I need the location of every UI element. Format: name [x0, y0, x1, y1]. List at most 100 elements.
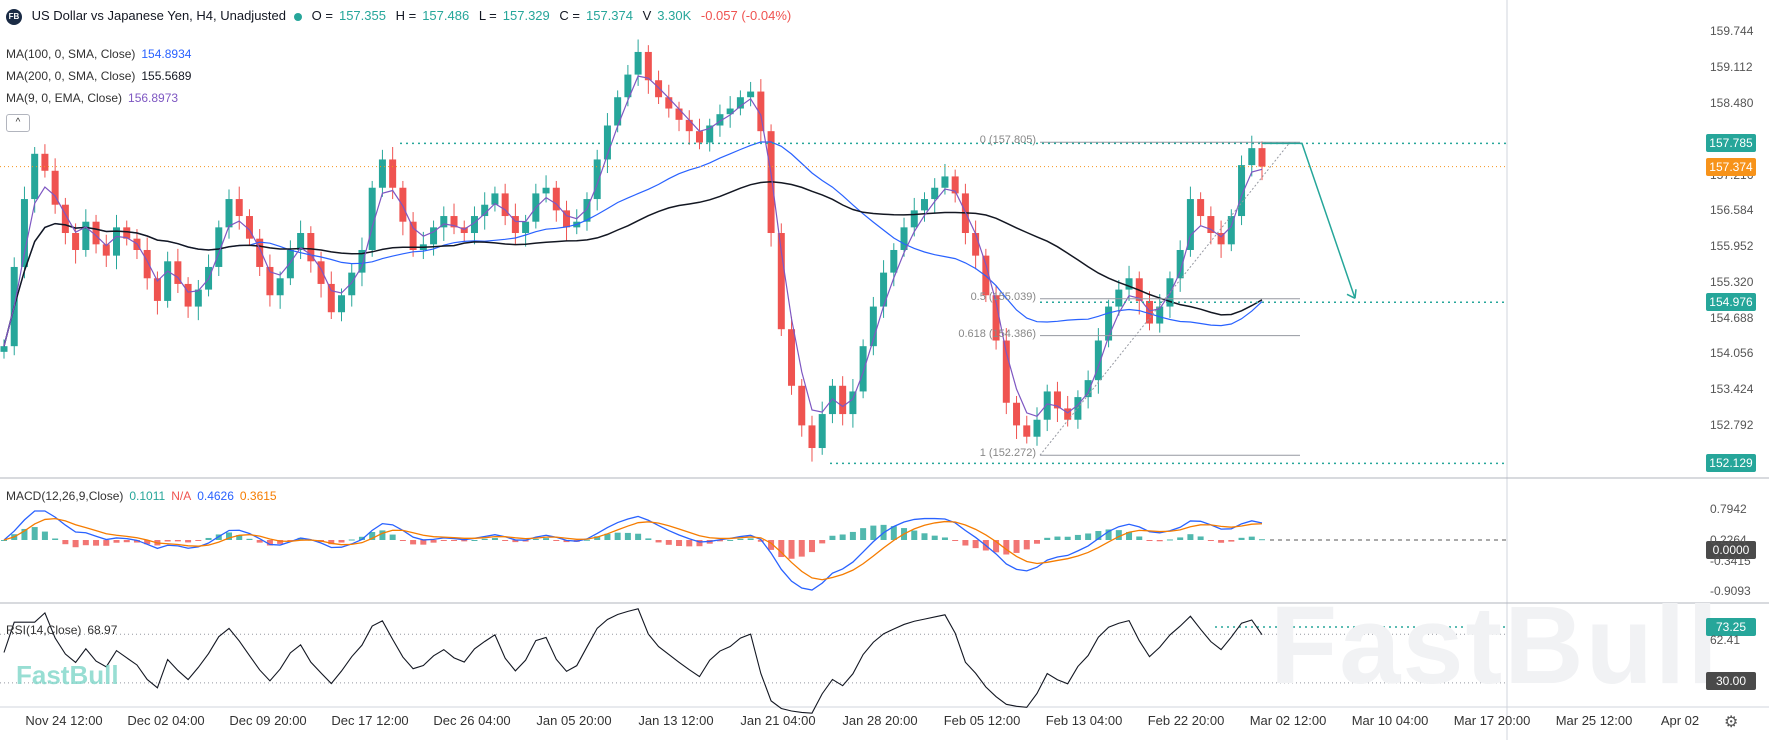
candle-body	[1094, 340, 1102, 381]
time-axis-label: Mar 25 12:00	[1555, 713, 1633, 728]
candle-body	[552, 187, 560, 211]
macd-histogram-bar	[1115, 530, 1122, 540]
time-axis-label: Jan 13 12:00	[638, 713, 714, 728]
market-status-icon	[294, 12, 303, 21]
macd-histogram-bar	[1064, 536, 1071, 540]
rsi-legend[interactable]: RSI(14,Close) 68.97	[6, 623, 123, 637]
candle-body	[82, 221, 90, 250]
low-value: 157.329	[502, 8, 550, 23]
fib-trend-line	[1039, 141, 1291, 456]
time-axis-label: Feb 05 12:00	[943, 713, 1021, 728]
ma200-label: MA(200, 0, SMA, Close)	[6, 69, 136, 83]
time-axis-label: Mar 17 20:00	[1453, 713, 1531, 728]
projection-arrowhead	[1346, 289, 1357, 299]
candle-body	[409, 221, 417, 250]
macd-histogram-bar	[716, 540, 723, 542]
candle-body	[1238, 165, 1246, 217]
macd-histogram-bar	[1177, 537, 1184, 540]
ema9-legend[interactable]: MA(9, 0, EMA, Close) 156.8973	[6, 91, 184, 105]
macd-histogram-bar	[645, 538, 652, 540]
macd-histogram-bar	[532, 538, 539, 540]
price-axis-label: 153.424	[1710, 382, 1754, 397]
settings-gear-icon[interactable]: ⚙	[1724, 714, 1739, 731]
macd-histogram-bar	[205, 537, 212, 540]
macd-legend[interactable]: MACD(12,26,9,Close) 0.1011 N/A 0.4626 0.3615	[6, 489, 283, 503]
macd-histogram-bar	[1248, 536, 1255, 540]
ma200-legend[interactable]: MA(200, 0, SMA, Close) 155.5689	[6, 69, 197, 83]
time-axis-label: Feb 22 20:00	[1147, 713, 1225, 728]
macd-histogram-bar	[604, 533, 611, 540]
macd-histogram-bar	[1003, 540, 1010, 555]
candle-body	[624, 74, 632, 98]
candle-body	[1105, 306, 1113, 341]
candle-body	[470, 216, 478, 234]
candle-body	[460, 227, 468, 234]
candle-body	[992, 295, 1000, 341]
time-axis-label: Dec 02 04:00	[127, 713, 205, 728]
candle-body	[563, 210, 571, 228]
macd-histogram-bar	[1136, 536, 1143, 540]
candle-body	[511, 216, 519, 234]
candle-body	[1176, 249, 1184, 279]
candle-body	[757, 91, 765, 132]
macd-line-value: 0.4626	[197, 489, 234, 503]
macd-zero-tag: 0.0000	[1706, 541, 1756, 559]
candle-body	[123, 227, 131, 239]
open-label: O =	[311, 8, 333, 23]
candle-body	[481, 204, 489, 217]
candle-body	[726, 108, 734, 115]
candle-body	[174, 261, 182, 284]
ma100-value: 154.8934	[141, 47, 192, 61]
fib-level-label: 0 (157.805)	[979, 134, 1036, 147]
macd-signal-value: 0.3615	[239, 489, 277, 503]
ma200-value: 155.5689	[141, 69, 192, 83]
price-tag: 154.976	[1706, 293, 1756, 312]
macd-histogram-bar	[1013, 540, 1020, 553]
macd-axis-label: 0.7942	[1710, 502, 1747, 516]
candle-body	[1053, 391, 1061, 409]
macd-histogram-bar	[1207, 540, 1214, 541]
macd-histogram-bar	[1, 540, 7, 541]
candle-body	[1013, 402, 1021, 426]
macd-axis-label: -0.3415	[1710, 554, 1751, 568]
macd-histogram-bar	[737, 538, 744, 540]
candle-body	[317, 261, 325, 284]
macd-histogram-bar	[860, 528, 867, 540]
macd-histogram-bar	[553, 540, 560, 541]
macd-histogram-bar	[399, 540, 406, 541]
macd-histogram-bar	[185, 540, 192, 543]
candle-body	[1125, 278, 1133, 290]
candle-body	[1156, 306, 1164, 324]
candle-body	[522, 221, 530, 234]
macd-histogram-bar	[941, 537, 948, 540]
candle-body	[143, 249, 151, 279]
candle-body	[102, 244, 110, 256]
candle-body	[378, 159, 386, 188]
price-axis-label: 155.320	[1710, 274, 1754, 289]
ma100-legend[interactable]: MA(100, 0, SMA, Close) 154.8934	[6, 47, 197, 61]
macd-histogram-bar	[481, 538, 488, 540]
macd-histogram-bar	[1259, 539, 1265, 541]
time-axis-label: Dec 26 04:00	[433, 713, 511, 728]
macd-histogram-bar	[226, 532, 233, 540]
macd-histogram-bar	[1197, 536, 1204, 540]
price-axis-label: 155.952	[1710, 239, 1754, 254]
candle-body	[307, 233, 315, 262]
candle-body	[593, 159, 601, 200]
macd-histogram-bar	[1238, 537, 1245, 540]
candle-body	[491, 193, 499, 205]
macd-histogram-bar	[297, 537, 304, 540]
candle-body	[583, 199, 591, 222]
candle-body	[225, 199, 233, 228]
ema9-line	[3, 75, 1263, 417]
candle-body	[665, 97, 673, 109]
macd-histogram-bar	[266, 540, 273, 546]
candle-body	[1248, 148, 1256, 166]
time-axis-label: Feb 13 04:00	[1045, 713, 1123, 728]
collapse-legend-button[interactable]: ^	[6, 114, 30, 132]
candle-body	[164, 261, 172, 301]
macd-histogram-bar	[389, 534, 396, 540]
candle-body	[675, 108, 683, 120]
macd-histogram-bar	[369, 532, 376, 540]
